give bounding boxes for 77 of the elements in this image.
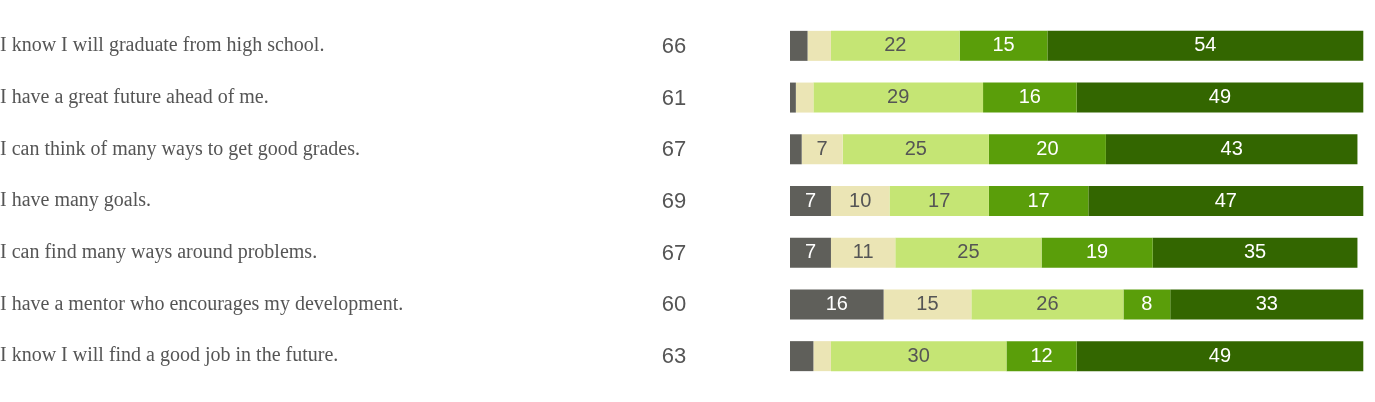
text: 66	[661, 32, 687, 58]
data-label: 30	[907, 343, 930, 366]
bar	[883, 289, 972, 320]
data-label: 49	[1208, 343, 1232, 366]
bar	[830, 237, 896, 268]
bar	[790, 82, 796, 113]
text: 61	[661, 84, 687, 110]
bar	[988, 186, 1089, 216]
data-label: 10	[849, 188, 872, 211]
data-label: 43	[1220, 136, 1243, 159]
data-label: 15	[992, 33, 1015, 56]
bar	[830, 341, 1007, 372]
data-label: 47	[1214, 188, 1237, 211]
data-label: 16	[825, 291, 848, 314]
bar	[813, 341, 831, 372]
bar	[790, 30, 808, 61]
bar	[842, 134, 989, 165]
data-label: 16	[1018, 85, 1041, 108]
text: 63	[661, 343, 687, 369]
bar	[1123, 289, 1171, 320]
data-label: 7	[816, 136, 828, 159]
bar	[813, 82, 984, 113]
text: 67	[661, 136, 687, 162]
bar	[959, 30, 1048, 61]
y-tick-label: I have a mentor who encourages my development.	[0, 291, 404, 315]
data-label: 12	[1030, 343, 1053, 366]
data-label: 11	[852, 240, 874, 263]
bar	[1076, 82, 1364, 113]
data-label: 54	[1194, 33, 1217, 56]
data-label: 35	[1243, 240, 1267, 263]
data-label: 25	[957, 240, 980, 263]
bar	[895, 237, 1042, 268]
y-tick-label: I know I will find a good job in the future.	[0, 343, 339, 367]
y-tick-label: I have a great future ahead of me.	[0, 84, 269, 108]
bar	[1041, 237, 1153, 268]
data-label: 20	[1036, 136, 1059, 159]
data-label: 17	[1027, 188, 1050, 211]
y-tick-label: I have many goals.	[0, 188, 152, 212]
data-label: 8	[1141, 291, 1153, 314]
y-tick-label: I can find many ways around problems.	[0, 239, 318, 263]
data-label: 25	[904, 136, 927, 159]
bar	[795, 82, 814, 113]
bar	[807, 30, 831, 61]
bar	[1006, 341, 1077, 372]
bar	[830, 186, 890, 216]
bar	[790, 134, 802, 165]
bar	[790, 237, 831, 268]
data-label: 29	[887, 85, 910, 108]
bar	[801, 134, 843, 165]
bar	[971, 289, 1124, 320]
data-label: 49	[1208, 85, 1232, 108]
bar	[830, 30, 960, 61]
data-label: 26	[1036, 291, 1059, 314]
bar	[1170, 289, 1364, 320]
data-label: 33	[1255, 291, 1278, 314]
text: 67	[661, 239, 687, 265]
data-label: 7	[804, 188, 817, 211]
data-label: 15	[916, 291, 939, 314]
bar	[790, 341, 814, 372]
y-tick-label: I can think of many ways to get good grades.	[0, 136, 360, 160]
bar	[790, 289, 884, 320]
bar	[790, 186, 831, 216]
bar	[983, 82, 1077, 113]
bar	[1047, 30, 1364, 61]
text: 60	[661, 291, 687, 317]
bar	[988, 134, 1106, 165]
data-label: 22	[884, 33, 907, 56]
bar	[1076, 341, 1364, 372]
text: 69	[661, 188, 687, 214]
data-label: 7	[804, 240, 817, 263]
bar	[1152, 237, 1358, 268]
bar	[1105, 134, 1358, 165]
y-tick-label: I know I will graduate from high school.	[0, 33, 325, 57]
data-label: 19	[1086, 240, 1109, 263]
data-label: 17	[928, 188, 951, 211]
bar	[889, 186, 989, 216]
bar	[1088, 186, 1364, 216]
